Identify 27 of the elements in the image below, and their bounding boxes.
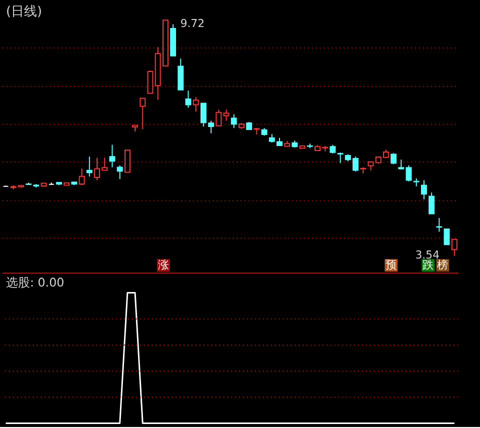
- annotation: 涨: [158, 258, 169, 272]
- candlestick: [223, 109, 230, 122]
- candlestick: [78, 168, 85, 186]
- candlestick: [406, 164, 412, 182]
- candlestick: [337, 152, 344, 164]
- candlestick: [178, 58, 184, 90]
- candlestick: [444, 228, 450, 246]
- candlestick: [420, 180, 427, 200]
- chart-title: (日线): [6, 4, 42, 20]
- chart-title: 选股: 0.00: [6, 275, 64, 290]
- candlestick: [451, 238, 458, 256]
- candlestick: [86, 156, 92, 177]
- annotation: 预: [386, 258, 397, 272]
- candlestick: [428, 192, 435, 214]
- candlestick: [192, 96, 199, 112]
- candlestick: [109, 144, 116, 168]
- candlestick: [185, 90, 192, 108]
- candlestick: [147, 70, 154, 94]
- annotation: 榜: [437, 258, 448, 272]
- annotation: 跌: [422, 258, 434, 272]
- annotation: 9.72: [180, 17, 205, 30]
- candlestick: [216, 109, 222, 127]
- candlestick: [390, 152, 397, 165]
- candlestick: [116, 164, 123, 180]
- candlestick: [140, 98, 146, 130]
- candlestick: [230, 114, 237, 128]
- candlestick: [124, 150, 130, 173]
